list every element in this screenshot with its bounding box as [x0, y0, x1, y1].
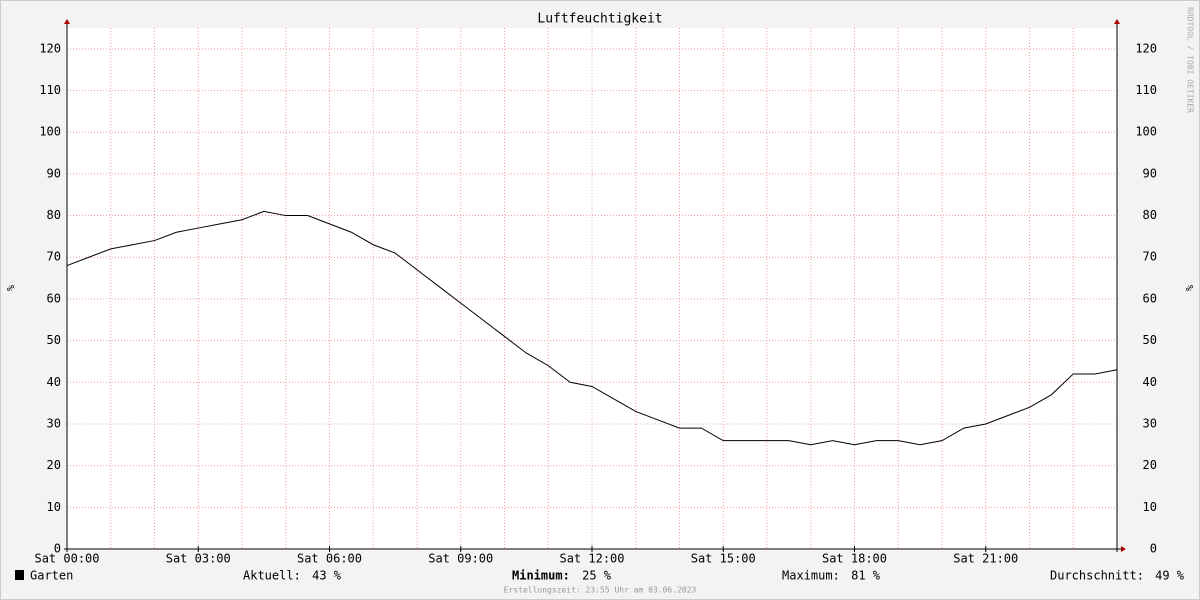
axis-arrow [1114, 19, 1120, 24]
x-tick-label: Sat 06:00 [297, 552, 362, 566]
y2-tick-label: 20 [1143, 458, 1157, 472]
x-tick-label: Sat 09:00 [428, 552, 493, 566]
axis-arrow [64, 19, 70, 24]
stat-label: Maximum: [782, 569, 840, 583]
y-tick-label: 50 [47, 333, 61, 347]
y-tick-label: 10 [47, 500, 61, 514]
stat-value: 25 % [582, 569, 612, 583]
y2-tick-label: 10 [1143, 500, 1157, 514]
axis-arrow [1121, 546, 1126, 552]
watermark: RRDTOOL / TOBI OETIKER [1186, 7, 1195, 113]
y2-tick-label: 60 [1143, 291, 1157, 305]
stat-value: 43 % [312, 569, 342, 583]
legend-swatch [15, 570, 24, 580]
chart-title: Luftfeuchtigkeit [537, 12, 662, 27]
y-tick-label: 100 [39, 125, 61, 139]
y2-tick-label: 50 [1143, 333, 1157, 347]
y2-tick-label: 80 [1143, 208, 1157, 222]
y2-tick-label: 90 [1143, 166, 1157, 180]
y-tick-label: 120 [39, 41, 61, 55]
y2-tick-label: 70 [1143, 250, 1157, 264]
y-tick-label: 30 [47, 416, 61, 430]
stat-value: 81 % [851, 569, 881, 583]
x-tick-label: Sat 12:00 [559, 552, 624, 566]
footer: Erstellungszeit: 23:55 Uhr am 03.06.2023 [504, 586, 697, 595]
y-tick-label: 110 [39, 83, 61, 97]
y-axis-label: % [4, 285, 15, 291]
y-tick-label: 60 [47, 291, 61, 305]
y-tick-label: 20 [47, 458, 61, 472]
stat-label: Aktuell: [243, 569, 301, 583]
y2-axis-label: % [1183, 285, 1194, 291]
y-tick-label: 80 [47, 208, 61, 222]
stat-label: Durchschnitt: [1050, 569, 1144, 583]
y2-tick-label: 110 [1135, 83, 1157, 97]
y-tick-label: 0 [54, 542, 61, 556]
y2-tick-label: 120 [1135, 41, 1157, 55]
y2-tick-label: 30 [1143, 416, 1157, 430]
x-tick-label: Sat 15:00 [691, 552, 756, 566]
y2-tick-label: 40 [1143, 375, 1157, 389]
y2-tick-label: 100 [1135, 125, 1157, 139]
stat-label: Minimum: [512, 569, 570, 583]
y2-tick-label: 0 [1150, 542, 1157, 556]
plot-area [67, 28, 1117, 549]
x-tick-label: Sat 21:00 [953, 552, 1018, 566]
y-tick-label: 70 [47, 250, 61, 264]
data-line [66, 210, 1118, 446]
x-tick-label: Sat 18:00 [822, 552, 887, 566]
y-tick-label: 40 [47, 375, 61, 389]
x-tick-label: Sat 00:00 [34, 552, 99, 566]
y-tick-label: 90 [47, 166, 61, 180]
legend-label: Garten [30, 569, 73, 583]
stat-value: 49 % [1155, 569, 1185, 583]
x-tick-label: Sat 03:00 [166, 552, 231, 566]
